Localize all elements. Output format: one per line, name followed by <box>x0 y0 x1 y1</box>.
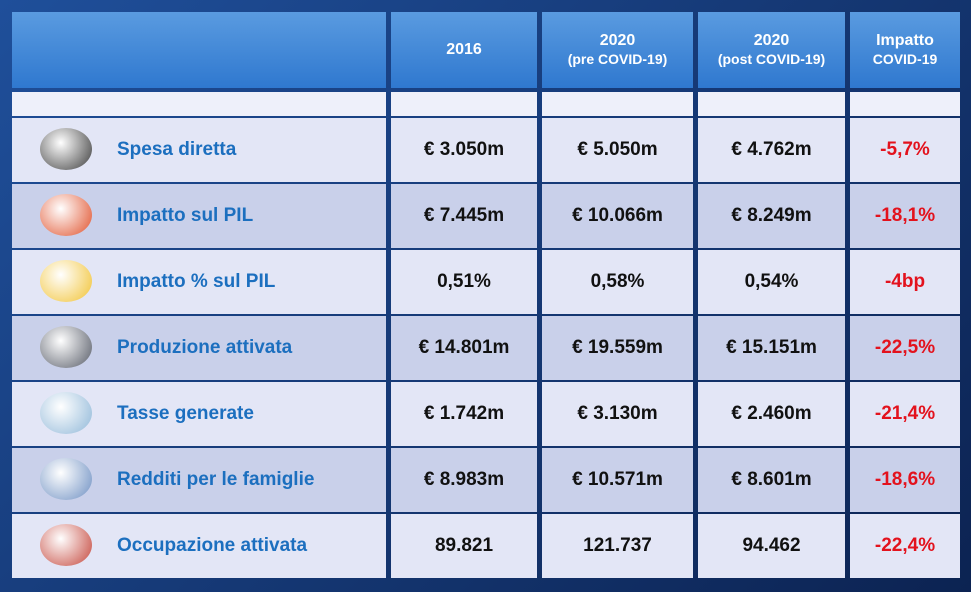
value-cell: € 4.762m <box>698 118 845 182</box>
value-cell: 89.821 <box>391 514 537 578</box>
header-cell: 2016 <box>391 12 537 88</box>
header-text: COVID-19 <box>872 51 938 67</box>
value-cell: € 15.151m <box>698 316 845 380</box>
row-icon <box>40 392 92 434</box>
value-cell: € 2.460m <box>698 382 845 446</box>
row-icon <box>40 260 92 302</box>
value-cell: -18,6% <box>850 448 960 512</box>
value-cell: € 3.050m <box>391 118 537 182</box>
header-cell: 2020 (pre COVID-19) <box>542 12 693 88</box>
value-cell: € 5.050m <box>542 118 693 182</box>
value-cell: -18,1% <box>850 184 960 248</box>
value-cell: -22,5% <box>850 316 960 380</box>
value-cell: € 19.559m <box>542 316 693 380</box>
spacer-cell <box>12 92 386 116</box>
spacer-cell <box>850 92 960 116</box>
value-cell: 121.737 <box>542 514 693 578</box>
value-cell: -4bp <box>850 250 960 314</box>
value-cell: € 1.742m <box>391 382 537 446</box>
header-text: (post COVID-19) <box>717 51 826 67</box>
value-cell: € 3.130m <box>542 382 693 446</box>
row-icon <box>40 194 92 236</box>
spacer-cell <box>698 92 845 116</box>
row-icon <box>40 128 92 170</box>
value-cell: -21,4% <box>850 382 960 446</box>
value-cell: 0,51% <box>391 250 537 314</box>
header-cell: Impatto COVID-19 <box>850 12 960 88</box>
header-text: 2016 <box>446 41 482 58</box>
header-cell <box>12 12 386 88</box>
value-cell: € 10.066m <box>542 184 693 248</box>
header-cell: 2020 (post COVID-19) <box>698 12 845 88</box>
value-cell: 94.462 <box>698 514 845 578</box>
header-text: Impatto <box>876 32 934 49</box>
value-cell: € 7.445m <box>391 184 537 248</box>
value-cell: € 8.249m <box>698 184 845 248</box>
header-text: 2020 <box>599 32 636 49</box>
value-cell: -5,7% <box>850 118 960 182</box>
value-cell: 0,58% <box>542 250 693 314</box>
value-cell: € 14.801m <box>391 316 537 380</box>
spacer-cell <box>391 92 537 116</box>
row-icon <box>40 326 92 368</box>
row-icon <box>40 524 92 566</box>
value-cell: € 8.983m <box>391 448 537 512</box>
row-icon <box>40 458 92 500</box>
header-text: (pre COVID-19) <box>567 51 668 67</box>
header-text: 2020 <box>753 32 790 49</box>
spacer-cell <box>542 92 693 116</box>
value-cell: -22,4% <box>850 514 960 578</box>
value-cell: € 8.601m <box>698 448 845 512</box>
value-cell: 0,54% <box>698 250 845 314</box>
value-cell: € 10.571m <box>542 448 693 512</box>
